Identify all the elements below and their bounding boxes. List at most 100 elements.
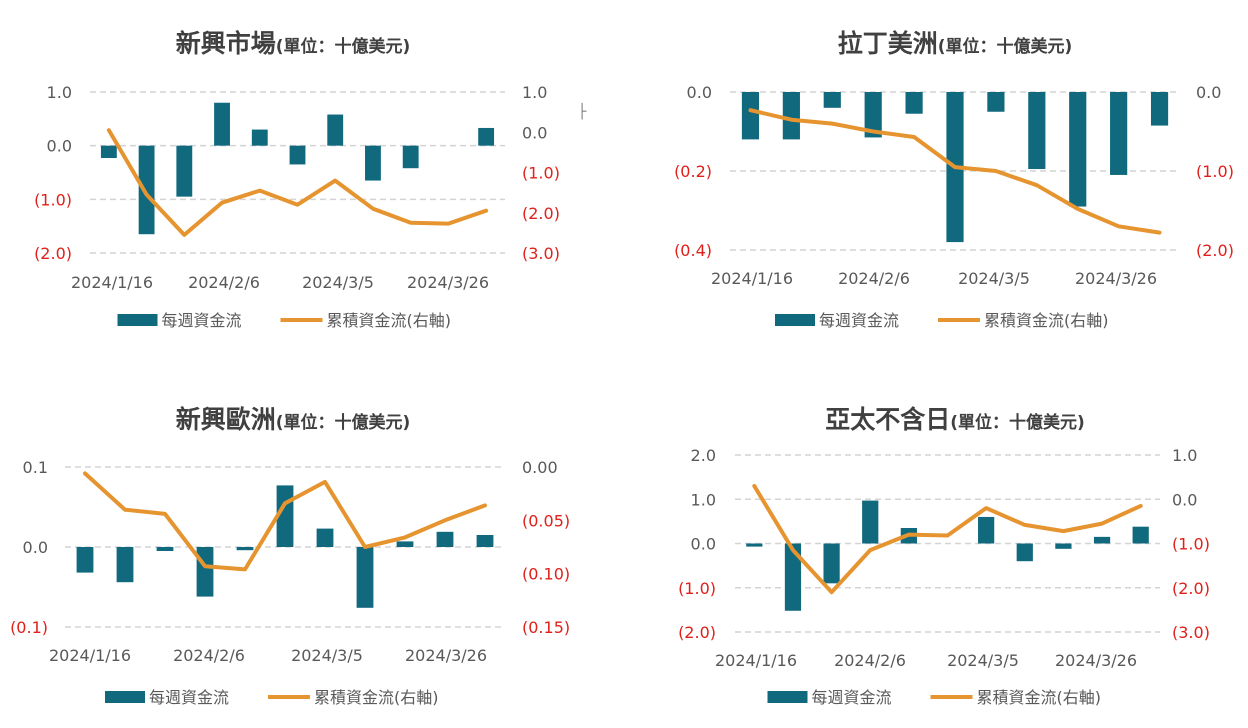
y-left-tick-label: 1.0 [691, 490, 716, 509]
y-right-tick-label: 0.0 [522, 123, 547, 142]
bar-weekly-flow [214, 102, 230, 146]
bar-weekly-flow [746, 543, 763, 547]
y-left-tick-label: (1.0) [678, 579, 716, 598]
y-left-tick-label: (0.2) [674, 162, 712, 181]
bar-weekly-flow [251, 129, 268, 146]
x-tick-label: 2024/1/16 [49, 646, 131, 665]
bar-weekly-flow [784, 543, 802, 611]
x-tick-label: 2024/2/6 [188, 273, 260, 292]
x-tick-label: 2024/3/26 [407, 273, 489, 292]
x-tick-label: 2024/3/26 [1055, 651, 1137, 670]
bar-weekly-flow [116, 547, 134, 583]
x-tick-label: 2024/2/6 [173, 646, 245, 665]
bar-weekly-flow [236, 547, 254, 551]
chart-apac: 亞太不含日(單位：十億美元) 2.0 1.0 0.0 (1.0) (2.0) 1.0 0.0 (… [678, 405, 1210, 707]
bar-weekly-flow [356, 547, 374, 608]
legend-bar-swatch [775, 314, 815, 326]
legend-line-label: 累積資金流(右軸) [327, 311, 452, 330]
chart-title: 亞太不含日(單位：十億美元) [825, 405, 1085, 434]
bar-weekly-flow [1028, 92, 1046, 170]
legend-line-label: 累積資金流(右軸) [977, 688, 1102, 707]
bar-weekly-flow [196, 547, 214, 597]
bar-weekly-flow [365, 145, 381, 181]
bar-weekly-flow [1150, 92, 1169, 126]
bar-weekly-flow [1016, 543, 1033, 562]
x-tick-label: 2024/3/5 [302, 273, 374, 292]
bar-weekly-flow [176, 145, 193, 197]
legend-bar-swatch [767, 691, 808, 703]
legend-bar-label: 每週資金流 [819, 311, 899, 330]
line-cumulative-flow [83, 471, 487, 572]
y-right-tick-label: (3.0) [522, 244, 560, 263]
chart-title-main: 拉丁美洲 [838, 29, 938, 58]
bar-weekly-flow [436, 531, 454, 547]
bar-weekly-flow [396, 541, 414, 547]
bar-weekly-flow [741, 92, 760, 140]
y-right-tick-label: (2.0) [1196, 241, 1234, 260]
legend-line-label: 累積資金流(右軸) [314, 688, 439, 707]
chart-title: 新興歐洲(單位：十億美元) [176, 405, 411, 434]
legend-bar-swatch [105, 691, 145, 703]
x-tick-label: 2024/1/16 [715, 651, 797, 670]
bar-weekly-flow [1132, 526, 1149, 544]
bar-weekly-flow [1055, 543, 1072, 549]
x-tick-label: 2024/3/26 [1075, 269, 1157, 288]
y-left-tick-label: 0.0 [47, 137, 72, 156]
bar-weekly-flow [156, 547, 174, 551]
y-right-tick-label: (0.15) [522, 618, 570, 637]
y-right-tick-label: (0.05) [522, 511, 570, 530]
y-right-tick-label: (1.0) [1196, 162, 1234, 181]
legend-bar-label: 每週資金流 [812, 688, 892, 707]
chart-title-unit: (單位：十億美元) [950, 412, 1085, 433]
x-tick-label: 2024/1/16 [711, 269, 793, 288]
x-tick-label: 2024/2/6 [834, 651, 906, 670]
x-tick-label: 2024/3/5 [291, 646, 363, 665]
y-right-tick-label: 1.0 [522, 83, 547, 102]
y-right-tick-label: 0.0 [1196, 83, 1221, 102]
y-right-tick-label: 0.00 [522, 458, 558, 477]
y-left-tick-label: 0.0 [687, 83, 712, 102]
y-right-tick-label: (1.0) [1172, 535, 1210, 554]
chart-title: 拉丁美洲(單位：十億美元) [838, 29, 1073, 58]
chart-em: 新興市場(單位：十億美元) 1.0 0.0 (1.0) (2.0) 1.0 0.0 (1.0)… [34, 29, 560, 330]
y-right-tick-label: (3.0) [1172, 623, 1210, 642]
x-tick-label: 2024/3/5 [947, 651, 1019, 670]
y-left-tick-label: (0.1) [10, 618, 48, 637]
stray-mark: ├ [578, 102, 587, 120]
chart-title-unit: (單位：十億美元) [276, 36, 411, 57]
bar-weekly-flow [476, 535, 494, 547]
line-cumulative-flow [748, 108, 1162, 235]
y-right-tick-label: (2.0) [1172, 579, 1210, 598]
y-right-tick-label: 0.0 [1172, 490, 1197, 509]
x-tick-label: 2024/3/26 [405, 646, 487, 665]
x-tick-label: 2024/2/6 [838, 269, 910, 288]
y-left-tick-label: 0.1 [23, 458, 48, 477]
x-tick-label: 2024/3/5 [958, 269, 1030, 288]
chart-title-main: 新興歐洲 [176, 405, 276, 434]
y-left-tick-label: (0.4) [674, 241, 712, 260]
x-tick-label: 2024/1/16 [71, 273, 153, 292]
bar-weekly-flow [76, 547, 94, 573]
y-right-tick-label: (0.10) [522, 565, 570, 584]
legend-bar-label: 每週資金流 [149, 688, 229, 707]
bar-weekly-flow [289, 145, 306, 165]
bar-weekly-flow [987, 92, 1005, 112]
chart-title-unit: (單位：十億美元) [276, 412, 411, 433]
bar-weekly-flow [978, 516, 995, 544]
bar-weekly-flow [1093, 536, 1111, 544]
y-left-tick-label: 0.0 [23, 538, 48, 557]
chart-latam: 拉丁美洲(單位：十億美元) 0.0 (0.2) (0.4) 0.0 (1.0) (2.0) 2… [674, 29, 1234, 330]
bar-weekly-flow [138, 145, 155, 235]
y-left-tick-label: (2.0) [678, 623, 716, 642]
chart-title-unit: (單位：十億美元) [938, 36, 1073, 57]
bar-weekly-flow [905, 92, 923, 114]
bar-weekly-flow [1069, 92, 1087, 207]
bar-weekly-flow [823, 543, 840, 584]
bar-weekly-flow [327, 114, 344, 146]
bar-weekly-flow [316, 528, 334, 547]
legend-bar-label: 每週資金流 [162, 311, 242, 330]
chart-title-main: 新興市場 [176, 29, 276, 58]
chart-title: 新興市場(單位：十億美元) [176, 29, 411, 58]
y-left-tick-label: 1.0 [47, 83, 72, 102]
